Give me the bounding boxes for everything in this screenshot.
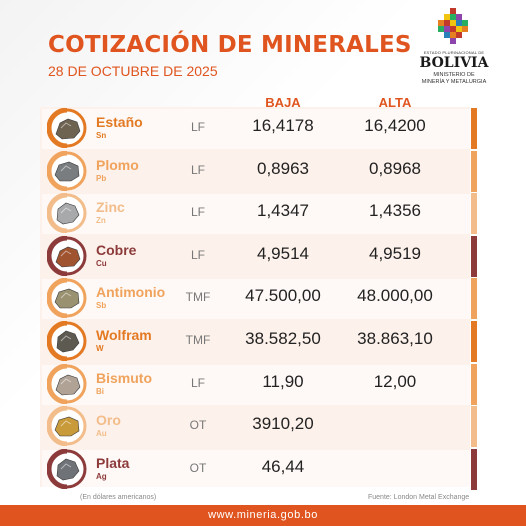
mineral-unit: TMF [185, 290, 211, 305]
lead-ore-icon [47, 150, 87, 191]
column-header-high: ALTA [378, 95, 412, 110]
mineral-name: Zinc [96, 199, 125, 216]
row-color-tab [471, 235, 477, 277]
mineral-symbol: Zn [96, 216, 106, 226]
row-background [42, 194, 470, 235]
gold-ore-icon [47, 406, 87, 447]
row-background [42, 279, 470, 320]
price-low: 3910,20 [252, 414, 314, 434]
source-note: Fuente: London Metal Exchange [368, 494, 470, 501]
row-color-tab [471, 321, 477, 362]
mineral-symbol: Bi [96, 386, 104, 396]
footer-bar: www.mineria.gob.bo [0, 505, 526, 526]
mineral-name: Plomo [96, 156, 139, 173]
row-color-tab [471, 406, 477, 448]
mineral-unit: TMF [185, 333, 211, 347]
price-low: 46,44 [261, 456, 305, 476]
wolfram-ore-icon [47, 321, 87, 361]
row-color-tab [471, 150, 477, 192]
logo-country-text: BOLIVIA [419, 55, 489, 71]
price-low: 0,8963 [257, 158, 309, 178]
mineral-row: Zinc Zn LF 1,4347 1,4356 [0, 192, 480, 235]
logo-ministry-line-2: MINERÍA Y METALURGIA [421, 78, 487, 85]
silver-ore-icon [47, 448, 87, 489]
price-high: 4,9519 [369, 243, 421, 263]
mineral-name: Estaño [96, 114, 143, 130]
bolivia-mosaic-icon [438, 8, 468, 44]
mineral-row: Wolfram W TMF 38.582,50 38.863,10 [0, 320, 480, 363]
row-background [42, 449, 470, 490]
price-low: 4,9514 [257, 243, 309, 263]
mineral-row: Antimonio Sb TMF 47.500,00 48.000,00 [0, 277, 480, 320]
mineral-unit: LF [190, 247, 205, 262]
mineral-unit: LF [190, 205, 205, 220]
page-date: 28 DE OCTUBRE DE 2025 [48, 63, 218, 79]
mineral-unit: LF [190, 375, 205, 390]
logo-state-text: ESTADO PLURINACIONAL DE [423, 50, 485, 55]
tin-ore-icon [47, 108, 87, 148]
price-low: 16,4178 [252, 116, 314, 135]
antimony-ore-icon [47, 278, 87, 319]
mineral-row: Estaño Sn LF 16,4178 16,4200 [0, 107, 480, 150]
logo-ministry-text: MINISTERIO DE MINERÍA Y METALURGIA [414, 72, 494, 85]
mineral-symbol: Sb [96, 301, 107, 311]
ministry-logo: ESTADO PLURINACIONAL DE BOLIVIA MINISTER… [414, 8, 494, 96]
price-high: 38.863,10 [357, 329, 433, 348]
mineral-unit: OT [189, 418, 207, 433]
mineral-name: Oro [96, 412, 121, 429]
logo-ministry-line-1: MINISTERIO DE [433, 72, 475, 78]
price-low: 1,4347 [257, 201, 309, 221]
mineral-symbol: Sn [96, 131, 107, 140]
footer-url[interactable]: www.mineria.gob.bo [208, 509, 318, 521]
price-low: 38.582,50 [245, 329, 321, 348]
copper-ore-icon [47, 235, 87, 276]
mineral-unit: LF [190, 162, 205, 177]
row-color-tab [471, 108, 477, 149]
mineral-name: Plata [96, 454, 130, 471]
mineral-unit: OT [189, 460, 207, 475]
price-high: 48.000,00 [357, 286, 433, 306]
mineral-symbol: Pb [96, 173, 107, 183]
zinc-ore-icon [47, 193, 87, 234]
price-high: 0,8968 [369, 158, 421, 178]
mineral-symbol: Cu [96, 258, 107, 268]
price-low: 11,90 [262, 371, 304, 391]
mineral-row: Bismuto Bi LF 11,90 12,00 [0, 363, 480, 406]
mineral-symbol: Au [96, 429, 107, 439]
price-high: 16,4200 [364, 116, 426, 135]
mineral-symbol: Ag [96, 471, 107, 481]
row-color-tab [471, 363, 477, 405]
mineral-row: Cobre Cu LF 4,9514 4,9519 [0, 235, 480, 278]
row-background [42, 109, 470, 149]
page-title: COTIZACIÓN DE MINERALES [48, 32, 412, 58]
bismuth-ore-icon [47, 363, 87, 404]
mineral-row: Plata Ag OT 46,44 [0, 448, 480, 491]
row-color-tab [471, 278, 477, 320]
mineral-row: Plomo Pb LF 0,8963 0,8968 [0, 150, 480, 193]
column-header-low: BAJA [265, 95, 301, 110]
mineral-unit: LF [190, 120, 205, 134]
mineral-name: Bismuto [96, 369, 152, 386]
row-color-tab [471, 448, 477, 490]
mineral-name: Cobre [96, 241, 137, 258]
row-color-tab [471, 193, 477, 235]
row-background [42, 364, 470, 405]
mineral-name: Wolfram [96, 327, 152, 343]
price-high: 1,4356 [369, 201, 421, 221]
mineral-symbol: W [96, 344, 104, 353]
mineral-row: Oro Au OT 3910,20 [0, 405, 480, 448]
currency-note: (En dólares americanos) [80, 494, 157, 501]
price-high: 12,00 [373, 371, 417, 391]
price-low: 47.500,00 [245, 286, 321, 306]
mineral-name: Antimonio [96, 284, 166, 301]
